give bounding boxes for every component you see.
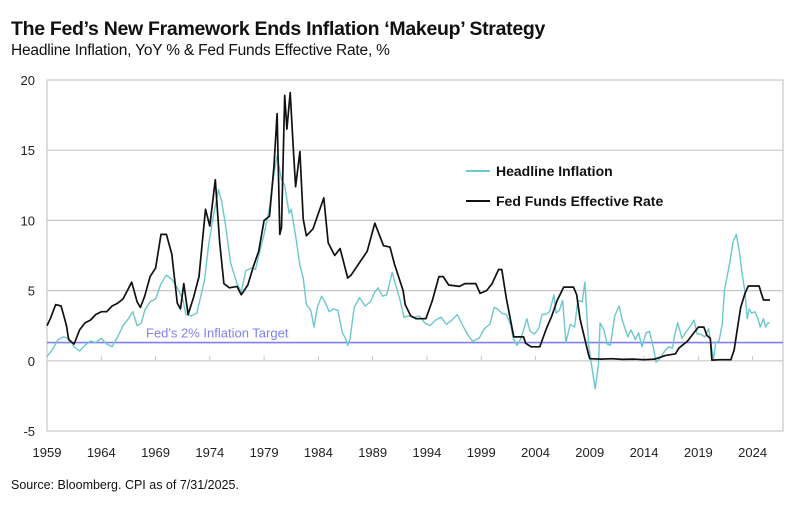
x-tick-label: 1974 (195, 445, 224, 460)
x-tick-label: 1999 (467, 445, 496, 460)
headline-inflation-line (46, 155, 770, 390)
legend-label: Headline Inflation (496, 163, 613, 179)
y-tick-label: 5 (28, 284, 35, 299)
y-tick-label: 0 (28, 354, 35, 369)
plot-frame (46, 79, 784, 432)
x-tick-label: 1964 (87, 445, 116, 460)
x-tick-label: 1959 (33, 445, 62, 460)
x-tick-label: 1979 (250, 445, 279, 460)
source-note: Source: Bloomberg. CPI as of 7/31/2025. (11, 478, 239, 492)
x-tick-label: 1969 (141, 445, 170, 460)
legend-label: Fed Funds Effective Rate (496, 193, 663, 209)
y-tick-label: 20 (21, 73, 35, 88)
y-tick-label: 10 (21, 213, 35, 228)
x-tick-label: 1989 (358, 445, 387, 460)
chart-subtitle: Headline Inflation, YoY % & Fed Funds Ef… (11, 42, 390, 59)
x-tick-label: 1984 (304, 445, 333, 460)
chart-title: The Fed’s New Framework Ends Inflation ‘… (11, 18, 546, 40)
x-tick-label: 2009 (575, 445, 604, 460)
y-tick-label: 15 (21, 143, 35, 158)
x-tick-label: 2004 (521, 445, 550, 460)
x-tick-label: 2024 (738, 445, 767, 460)
inflation-target-label: Fed's 2% Inflation Target (146, 326, 289, 341)
x-tick-label: 2014 (630, 445, 659, 460)
y-tick-label: -5 (23, 424, 35, 439)
fed-funds-rate-line (46, 91, 770, 361)
x-tick-label: 1994 (412, 445, 441, 460)
x-tick-label: 2019 (684, 445, 713, 460)
